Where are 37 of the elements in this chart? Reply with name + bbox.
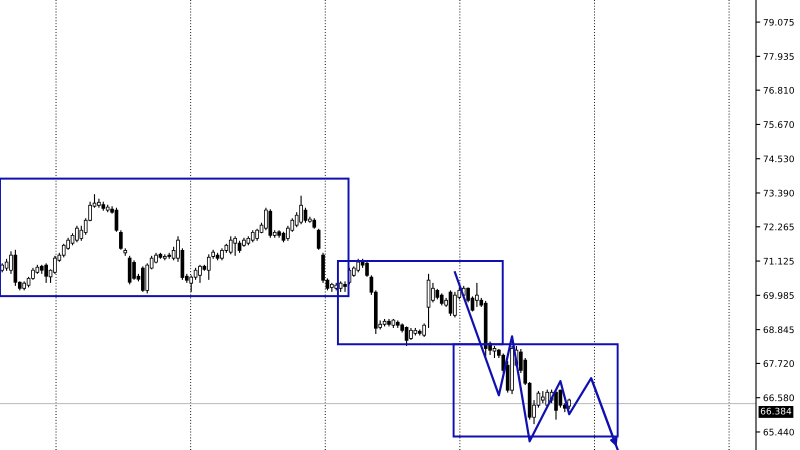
y-tick-label: 67.720 [764,360,794,367]
candlestick [304,207,308,224]
y-tick-label: 66.580 [764,394,794,402]
ref-line-label: 66.384 [760,408,792,415]
y-tick-label: 75.670 [764,121,794,128]
candlestick [206,254,211,280]
y-tick-label: 74.530 [764,155,794,162]
y-tick-label: 68.845 [764,326,794,334]
y-tick-label: 76.810 [764,86,794,94]
candlestick [440,292,444,306]
y-tick-label: 71.125 [764,258,794,265]
candlestick [312,218,316,230]
y-tick-label: 69.985 [764,292,794,299]
candlestick [343,280,347,292]
y-tick-label: 65.440 [764,428,794,436]
candlestick [101,201,106,212]
line-series [454,271,619,450]
candlestick [448,290,452,316]
y-tick-label: 72.265 [764,224,794,230]
candlestick [198,264,202,284]
candlestick [567,398,572,410]
candlestick [356,258,360,273]
y-tick-label: 77.935 [764,53,794,60]
candlestick [62,243,66,258]
candlestick [40,264,44,274]
candlestick [250,230,255,243]
y-tick-label: 79.075 [764,18,794,26]
y-tick-label: 73.390 [764,190,794,197]
candlestick [316,228,320,250]
candlestick [119,230,123,250]
candlestick [554,389,558,420]
candlestick [422,322,426,338]
candlestick [492,345,496,359]
candlestick [365,261,369,278]
candlestick [282,231,286,243]
candlestick [114,207,118,232]
candlestick [228,236,233,255]
